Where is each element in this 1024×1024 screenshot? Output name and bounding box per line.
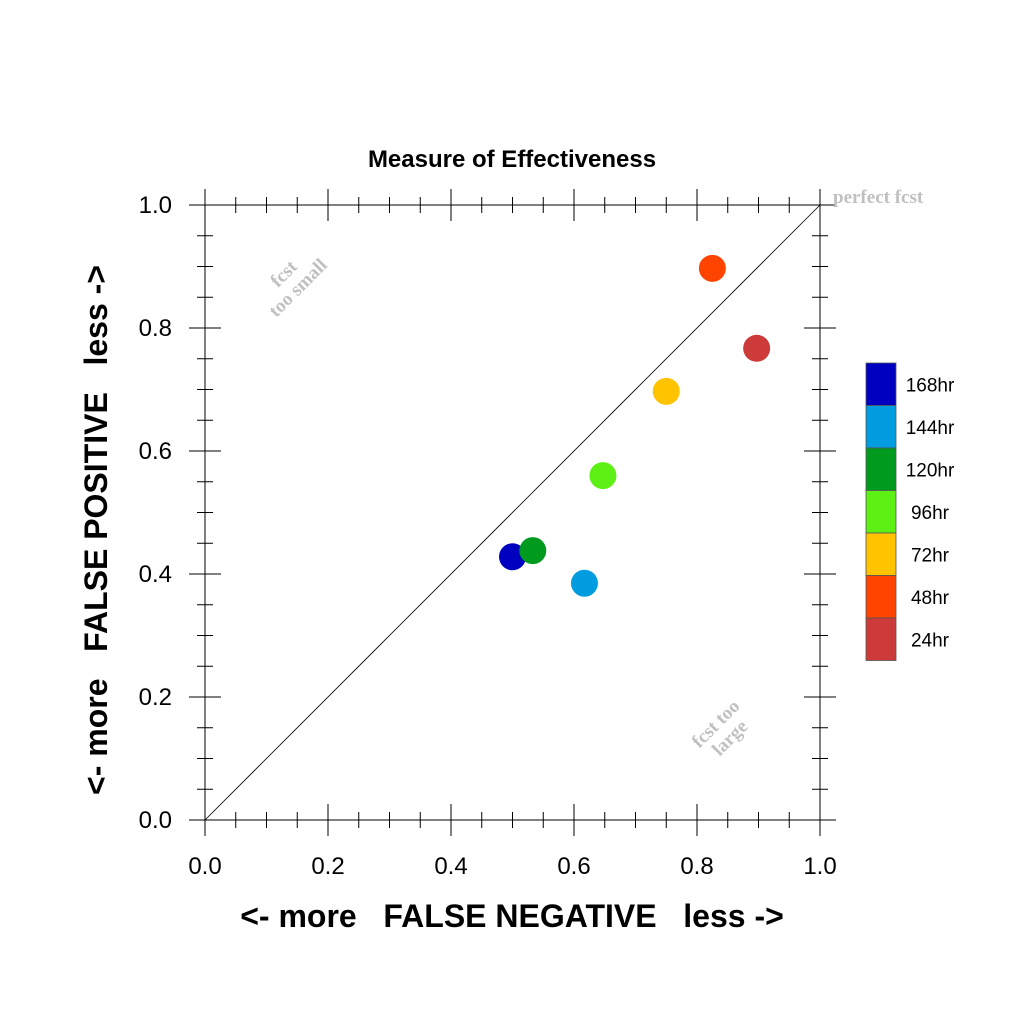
tick-marks [189,189,836,836]
tick-labels: 0.0 0.2 0.4 0.6 0.8 1.0 0.0 0.2 0.4 0.6 0.8 1.0 [139,192,837,880]
y-tick-label: 0.8 [139,315,172,342]
too-large-annotation: fcst too large [688,696,752,760]
data-point-48hr [698,254,726,282]
x-tick-label: 1.0 [803,853,836,880]
y-tick-label: 1.0 [139,192,172,219]
too-small-line2: too small [265,255,332,322]
y-axis-label: <- more FALSE POSITIVE less -> [78,265,114,795]
data-point-120hr [519,537,547,565]
chart-title: Measure of Effectiveness [368,146,656,173]
legend-swatch-144hr [865,405,897,449]
legend-label-168hr: 168hr [906,375,955,396]
legend-swatch-72hr [865,532,897,576]
legend-label-48hr: 48hr [911,588,950,609]
legend-swatch-120hr [865,447,897,491]
data-point-24hr [743,334,771,362]
y-tick-label: 0.4 [139,561,172,588]
legend-label-96hr: 96hr [911,503,950,524]
legend-swatch-96hr [865,490,897,534]
x-tick-label: 0.4 [434,853,467,880]
y-tick-label: 0.6 [139,438,172,465]
legend-swatch-168hr [865,362,897,406]
data-point-168hr [499,543,526,571]
x-tick-label: 0.2 [311,853,344,880]
x-tick-label: 0.8 [680,853,713,880]
data-point-96hr [589,462,617,490]
y-tick-label: 0.2 [139,684,172,711]
data-point-144hr [570,569,598,597]
legend: 168hr 144hr 120hr 96hr 72hr 48hr 24hr [865,362,955,661]
legend-label-120hr: 120hr [906,460,955,481]
legend-label-144hr: 144hr [906,418,955,439]
legend-swatch-48hr [865,575,897,619]
legend-label-24hr: 24hr [911,630,950,651]
perfect-forecast-annotation: perfect fcst [833,187,924,208]
y-tick-label: 0.0 [139,807,172,834]
x-tick-label: 0.0 [188,853,221,880]
data-point-72hr [652,377,680,405]
too-small-annotation: fcst too small [265,255,332,322]
legend-label-72hr: 72hr [911,545,950,566]
x-tick-label: 0.6 [557,853,590,880]
x-axis-label: <- more FALSE NEGATIVE less -> [240,898,784,934]
data-points [499,254,771,597]
legend-swatch-24hr [865,617,897,661]
perfect-forecast-diagonal [204,204,821,821]
